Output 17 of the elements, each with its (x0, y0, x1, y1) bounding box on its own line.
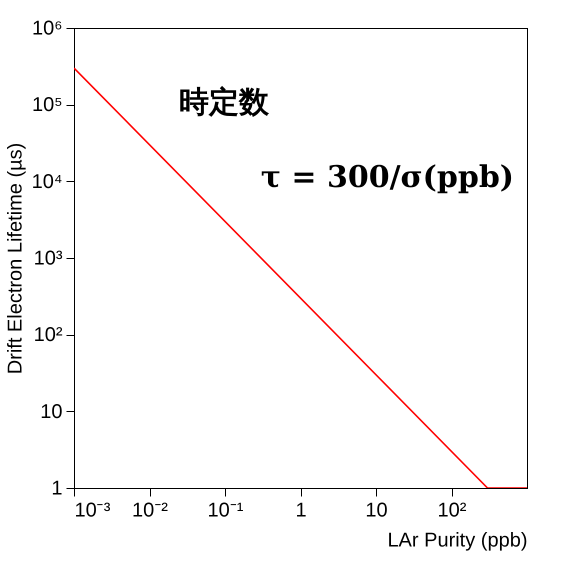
x-tick-label: 10 (365, 500, 388, 522)
y-tick-label: 10³ (34, 248, 63, 270)
y-axis-title: Drift Electron Lifetime (µs) (4, 142, 27, 374)
x-tick-label: 1 (295, 500, 307, 522)
x-tick-label: 10² (438, 500, 467, 522)
y-tick-label: 1 (51, 478, 62, 500)
x-tick-label: 10⁻³ (74, 500, 111, 522)
x-tick-label: 10⁻¹ (208, 500, 244, 522)
x-tick-label: 10⁻² (132, 500, 168, 522)
y-tick-label: 10² (34, 324, 63, 346)
annotation: τ = 300/σ(ppb) (260, 160, 514, 195)
y-tick-label: 10⁴ (32, 170, 62, 193)
annotation: 時定数 (179, 85, 270, 120)
y-tick-label: 10 (40, 400, 62, 423)
y-tick-label: 10⁶ (32, 18, 62, 40)
y-tick-label: 10⁵ (32, 94, 62, 116)
x-axis-title: LAr Purity (ppb) (387, 530, 528, 552)
